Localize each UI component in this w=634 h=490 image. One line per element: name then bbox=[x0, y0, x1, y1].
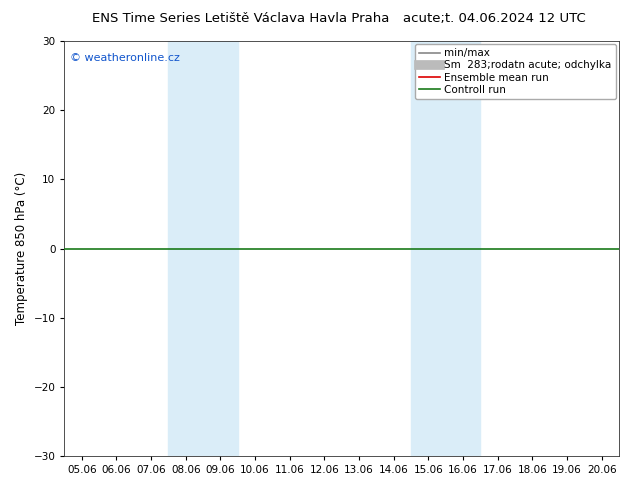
Bar bbox=[169, 41, 238, 456]
Text: © weatheronline.cz: © weatheronline.cz bbox=[70, 53, 180, 64]
Legend: min/max, Sm  283;rodatn acute; odchylka, Ensemble mean run, Controll run: min/max, Sm 283;rodatn acute; odchylka, … bbox=[415, 44, 616, 99]
Text: acute;t. 04.06.2024 12 UTC: acute;t. 04.06.2024 12 UTC bbox=[403, 12, 586, 25]
Y-axis label: Temperature 850 hPa (°C): Temperature 850 hPa (°C) bbox=[15, 172, 28, 325]
Bar bbox=[411, 41, 481, 456]
Text: ENS Time Series Letiště Václava Havla Praha: ENS Time Series Letiště Václava Havla Pr… bbox=[92, 12, 390, 25]
